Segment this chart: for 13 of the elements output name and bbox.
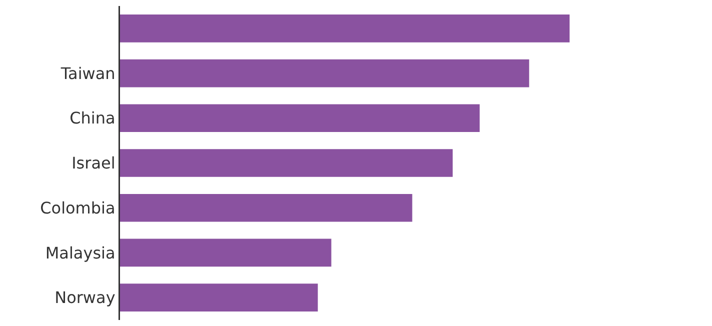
bar [120, 284, 318, 312]
y-tick-label: Colombia [40, 198, 116, 218]
bar [120, 238, 332, 267]
bar [120, 59, 530, 88]
y-tick-label: Taiwan [60, 64, 116, 83]
bar [120, 149, 453, 177]
y-tick-label: Malaysia [45, 243, 116, 262]
y-tick-label: China [70, 108, 116, 128]
bar [120, 14, 570, 42]
y-tick-label: Israel [72, 154, 116, 173]
bar [120, 104, 480, 132]
y-tick-label: Norway [54, 288, 116, 308]
bar [120, 194, 412, 222]
